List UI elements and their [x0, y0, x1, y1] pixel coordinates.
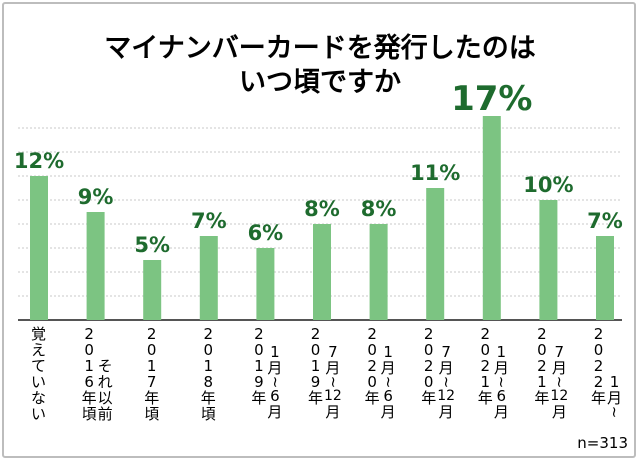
- data-label: 7%: [587, 209, 623, 233]
- data-label: 11%: [410, 161, 460, 185]
- bar: [426, 188, 445, 320]
- x-tick-label: 2 0 2 2 年 1 月 ~: [591, 325, 624, 419]
- data-label: 6%: [248, 221, 284, 245]
- bar: [143, 260, 162, 320]
- chart-title-line2: いつ頃ですか: [239, 67, 401, 98]
- x-tick-label: 覚えていない: [31, 325, 47, 423]
- data-label: 8%: [304, 197, 340, 221]
- bar: [30, 176, 48, 320]
- data-label: 17%: [451, 79, 532, 119]
- x-tick-label: 2 0 2 1 年 7 月 ~12 月: [534, 325, 569, 421]
- data-label: 9%: [78, 185, 114, 209]
- x-tick-label: 2 0 2 1 年 1 月 ~6 月: [477, 325, 511, 421]
- x-tick-label: 2 0 1 9 年 7 月 ~12 月: [308, 325, 342, 421]
- x-tick-label: 2 0 2 0 年 1 月 ~6 月: [364, 325, 398, 421]
- data-label: 12%: [14, 149, 64, 173]
- bar: [313, 224, 331, 320]
- x-tick-label: 2 0 1 9 年 1 月 ~6 月: [251, 325, 284, 421]
- x-tick-label: 2 0 2 0 年 7 月 ~12 月: [421, 325, 456, 421]
- data-label: 8%: [361, 197, 397, 221]
- data-label: 7%: [191, 209, 227, 233]
- bar: [256, 248, 275, 320]
- bar: [482, 116, 501, 320]
- bar: [86, 212, 105, 320]
- bar: [199, 236, 218, 320]
- data-label: 5%: [134, 233, 170, 257]
- data-label: 10%: [523, 173, 573, 197]
- bar: [539, 200, 558, 320]
- sample-size-note: n=313: [577, 434, 628, 452]
- bar: [596, 236, 614, 320]
- chart-title-line1: マイナンバーカードを発行したのは: [104, 33, 536, 64]
- bar: [369, 224, 388, 320]
